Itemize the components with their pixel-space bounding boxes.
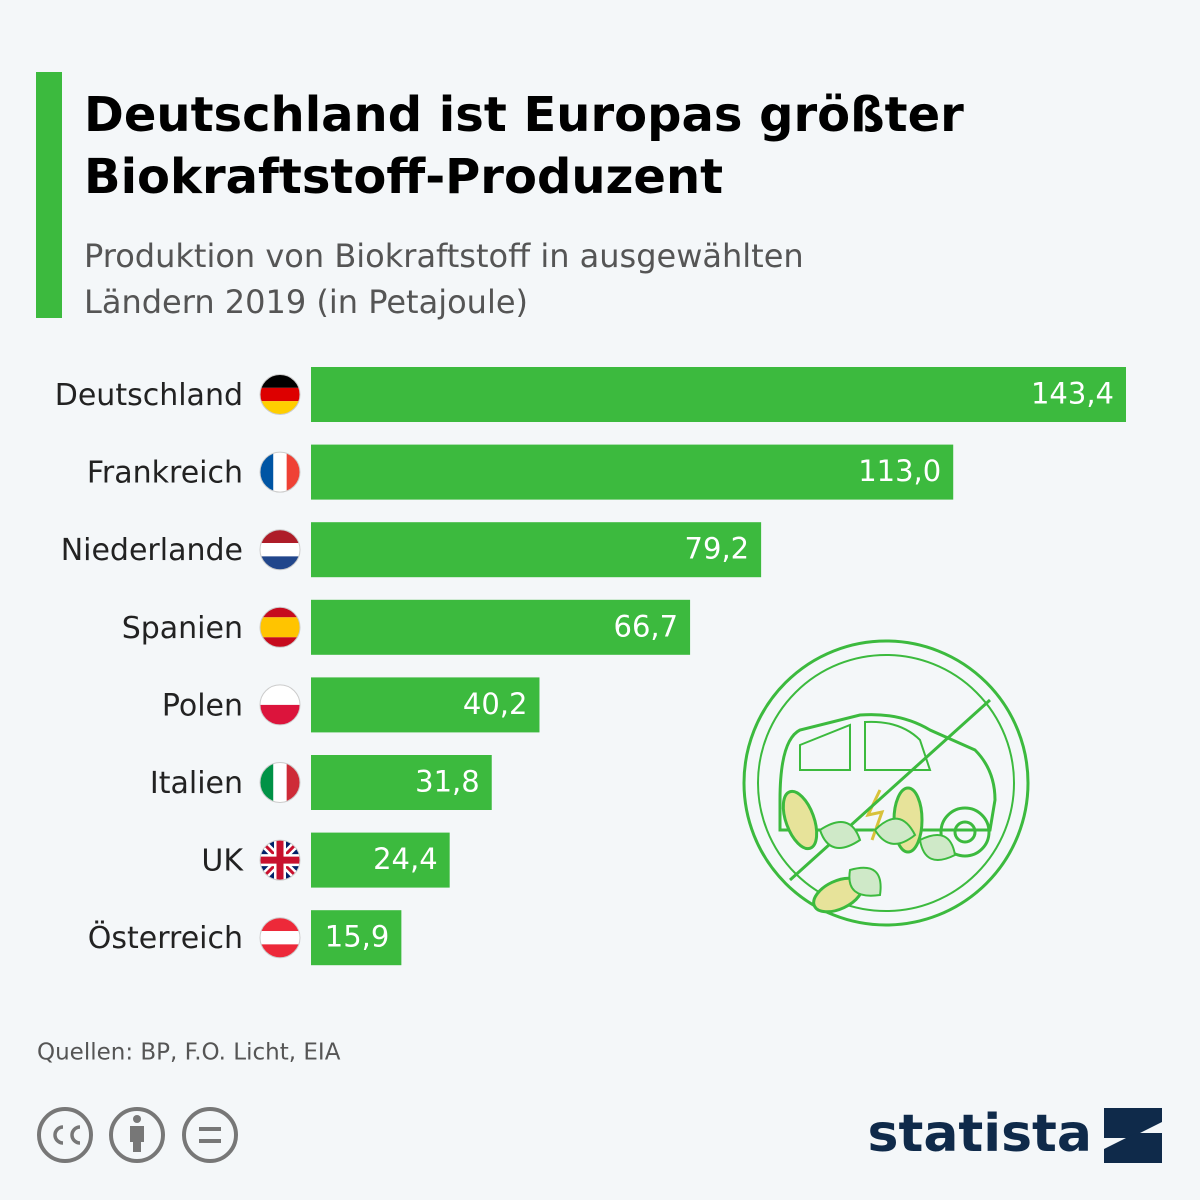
value-label: 143,4 (1031, 377, 1114, 411)
category-label: Italien (150, 766, 243, 801)
flag-border (259, 917, 301, 959)
flag-part (273, 762, 287, 803)
flag-part (260, 840, 300, 881)
brand-mark (1104, 1108, 1162, 1163)
flag-part (260, 607, 300, 618)
bar (311, 367, 1126, 422)
illustration (742, 639, 1030, 927)
value-label: 31,8 (415, 765, 480, 799)
flag (260, 529, 300, 570)
category-label: Frankreich (87, 456, 243, 491)
bar (311, 910, 402, 966)
brand: statista (868, 1104, 1092, 1164)
flag-part (260, 637, 300, 648)
flag-border (259, 684, 301, 726)
value-label: 40,2 (463, 687, 528, 721)
value-label: 24,4 (373, 842, 438, 876)
flag (260, 684, 300, 725)
value-label: 113,0 (858, 454, 941, 488)
flag-part (260, 931, 300, 945)
flag-part (260, 387, 300, 402)
flag-part (260, 556, 300, 570)
bar (311, 755, 492, 810)
flag-border (259, 762, 301, 803)
category-label: Spanien (122, 611, 243, 646)
value-label: 15,9 (325, 920, 390, 954)
bar (311, 677, 540, 733)
accent-bar (36, 72, 62, 318)
category-label: Polen (162, 688, 243, 723)
title: Deutschland ist Europas größter (84, 87, 964, 143)
flag (260, 917, 300, 958)
flag-part (260, 401, 300, 415)
subtitle: Ländern 2019 (in Petajoule) (84, 283, 528, 321)
flag-border (259, 839, 301, 881)
flag (260, 840, 300, 881)
flag-part (286, 762, 300, 803)
flag-border (259, 606, 301, 648)
license-icons (37, 1107, 238, 1163)
flag-part (286, 452, 300, 493)
flag-part (260, 529, 300, 544)
bar (311, 599, 691, 655)
flag-border (259, 451, 301, 493)
flag-part (273, 452, 287, 493)
flag-part (260, 374, 300, 388)
flag-part (260, 704, 300, 725)
category-label: Niederlande (61, 533, 243, 568)
flag-part (260, 543, 300, 557)
source: Quellen: BP, F.O. Licht, EIA (37, 1040, 341, 1066)
flag-part (260, 762, 274, 803)
flag-border (259, 529, 301, 571)
value-label: 79,2 (685, 532, 750, 566)
subtitle: Produktion von Biokraftstoff in ausgewäh… (84, 237, 804, 275)
bar (311, 522, 762, 578)
flag-part (260, 452, 274, 493)
value-label: 66,7 (614, 609, 679, 643)
category-label: UK (201, 844, 244, 879)
flag (260, 607, 300, 648)
flag (260, 374, 300, 415)
category-label: Österreich (88, 920, 243, 956)
flag-part (260, 684, 300, 705)
flag-part (260, 944, 300, 958)
flag (260, 762, 300, 803)
flag (260, 452, 300, 493)
title: Biokraftstoff-Produzent (84, 149, 723, 205)
flag-part (260, 917, 300, 932)
bar (311, 832, 450, 888)
flag-border (259, 374, 301, 415)
category-label: Deutschland (55, 378, 243, 413)
bar (311, 444, 954, 500)
flag-part (260, 617, 300, 638)
